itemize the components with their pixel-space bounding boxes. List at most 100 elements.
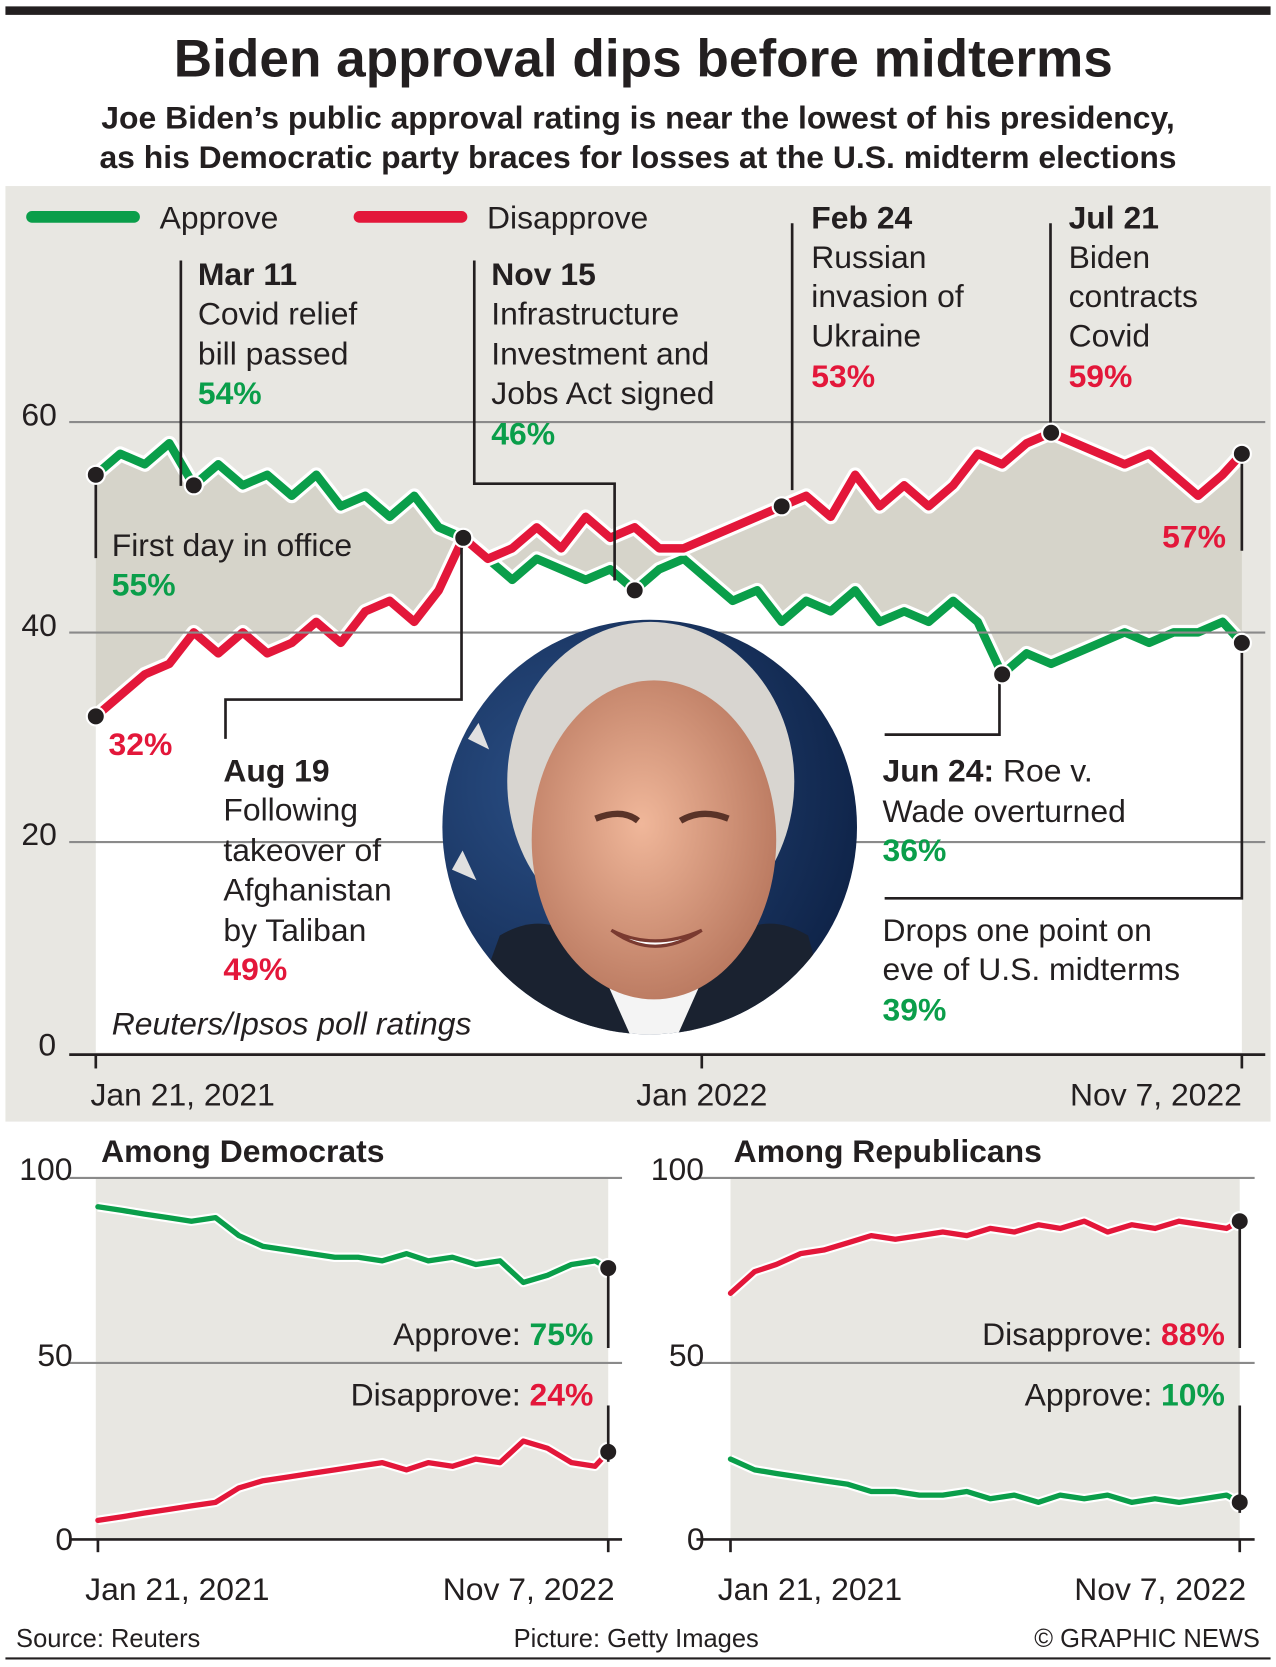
label-text: Disapprove: — [351, 1376, 530, 1412]
label-text: Disapprove: — [982, 1316, 1161, 1352]
democrats-chart: Among Democrats 100 50 0 Jan 21, 2021 No… — [19, 1133, 623, 1607]
annotation-date: Mar 11 — [198, 256, 297, 292]
chart-title: Biden approval dips before midterms — [174, 30, 1113, 89]
label-text: Approve: — [1025, 1376, 1161, 1412]
annotation-aug19: Aug 19 Following takeover of Afghanistan… — [223, 534, 463, 987]
annotation-text: Ukraine — [811, 318, 921, 354]
x-tick-label: Jan 21, 2021 — [85, 1571, 269, 1607]
annotation-date: Nov 15 — [491, 256, 596, 292]
event-marker-dot — [624, 580, 645, 601]
event-marker-dot — [453, 527, 474, 548]
label-value: 10% — [1161, 1376, 1225, 1412]
annotation-end: Drops one point on eve of U.S. midterms … — [883, 459, 1244, 1028]
annotation-first-day: First day in office 55% 32% — [94, 465, 352, 762]
annotation-value: 55% — [112, 566, 176, 602]
label-value: 24% — [530, 1376, 594, 1412]
y-tick-label: 100 — [19, 1151, 72, 1187]
annotation-nov15: Nov 15 Infrastructure Investment and Job… — [472, 256, 715, 581]
event-marker-dot — [85, 706, 106, 727]
annotation-date: Jun 24: — [883, 752, 995, 788]
source-note: Reuters/Ipsos poll ratings — [112, 1005, 472, 1041]
x-tick-label: Jan 21, 2021 — [718, 1571, 902, 1607]
annotation-text: Drops one point on — [883, 912, 1152, 948]
annotation-text: contracts — [1069, 278, 1198, 314]
top-rule — [5, 6, 1271, 15]
rep-approve-label: Approve: 10% — [1025, 1376, 1225, 1412]
event-marker-dot — [1231, 632, 1252, 653]
y-tick-label: 20 — [21, 816, 56, 852]
annotation-text: takeover of — [223, 832, 381, 868]
dem-approve-label: Approve: 75% — [393, 1316, 593, 1352]
event-marker-dot — [183, 475, 204, 496]
annotation-text: Infrastructure — [491, 295, 679, 331]
footer-picture-credit: Picture: Getty Images — [514, 1625, 759, 1653]
approve-line — [91, 439, 1247, 679]
y-tick-label: 0 — [687, 1521, 705, 1557]
event-marker-dot — [771, 496, 792, 517]
annotation-text: Biden — [1069, 239, 1151, 275]
x-tick-label: Nov 7, 2022 — [1074, 1571, 1246, 1607]
annotation-text: Wade overturned — [883, 793, 1126, 829]
footer-source: Source: Reuters — [16, 1625, 200, 1653]
footer-copyright: © GRAPHIC NEWS — [1034, 1625, 1260, 1653]
annotation-text: eve of U.S. midterms — [883, 951, 1181, 987]
event-marker-dot — [1231, 443, 1252, 464]
dem-plot-area — [95, 1202, 619, 1526]
annotation-mar11: Mar 11 Covid relief bill passed 54% — [179, 256, 358, 486]
republicans-chart: Among Republicans 100 50 0 Jan 21, 2021 … — [651, 1133, 1255, 1607]
annotation-value: 32% — [109, 726, 173, 762]
annotation-text: Jobs Act signed — [491, 375, 714, 411]
y-tick-label: 0 — [55, 1521, 73, 1557]
legend-disapprove-label: Disapprove — [487, 200, 648, 236]
svg-text:Jun 24: Roe v.: Jun 24: Roe v. — [883, 752, 1093, 788]
dem-plot-background — [95, 1177, 609, 1539]
event-dots — [85, 422, 1252, 727]
annotation-text: bill passed — [198, 336, 349, 372]
x-tick-label: Jan 2022 — [636, 1077, 767, 1113]
subtitle-line-1: Joe Biden’s public approval rating is ne… — [101, 100, 1174, 136]
annotation-value: 49% — [223, 951, 287, 987]
rep-chart-title: Among Republicans — [734, 1133, 1042, 1169]
annotation-value: 59% — [1069, 358, 1133, 394]
annotation-value: 46% — [491, 415, 555, 451]
approval-gap-band — [95, 432, 1242, 717]
y-tick-label: 100 — [651, 1151, 704, 1187]
annotation-value: 57% — [1162, 519, 1226, 555]
event-marker-dot — [1041, 422, 1062, 443]
legend-approve-label: Approve — [160, 200, 279, 236]
annotation-text: Afghanistan — [223, 871, 391, 907]
main-chart: 60 40 20 0 Jan 21, 2021 Jan 2022 Nov 7, … — [5, 186, 1271, 1122]
annotation-feb24: Feb 24 Russian invasion of Ukraine 53% — [790, 200, 964, 491]
annotation-text: First day in office — [112, 527, 352, 563]
label-value: 88% — [1161, 1316, 1225, 1352]
rep-disapprove-label: Disapprove: 88% — [982, 1316, 1225, 1352]
annotation-jun24: Jun 24: Roe v. Wade overturned 36% — [883, 671, 1126, 868]
annotation-text: Following — [223, 792, 358, 828]
dem-chart-title: Among Democrats — [101, 1133, 384, 1169]
annotation-value: 53% — [811, 358, 875, 394]
annotation-date: Feb 24 — [811, 200, 912, 236]
rep-plot-area — [727, 1211, 1250, 1513]
x-tick-label: Nov 7, 2022 — [1070, 1077, 1242, 1113]
annotation-jul21: Jul 21 Biden contracts Covid 59% — [1049, 200, 1198, 436]
event-marker-dot — [992, 664, 1013, 685]
x-tick-label: Jan 21, 2021 — [90, 1077, 274, 1113]
annotation-date: Jul 21 — [1069, 200, 1159, 236]
y-tick-label: 50 — [37, 1337, 72, 1373]
dem-disapprove-label: Disapprove: 24% — [351, 1376, 594, 1412]
annotation-value: 39% — [883, 992, 947, 1028]
annotation-text: Russian — [811, 239, 926, 275]
label-value: 75% — [530, 1316, 594, 1352]
annotation-value: 36% — [883, 832, 947, 868]
annotation-text: Roe v. — [994, 752, 1093, 788]
annotation-text: Covid relief — [198, 295, 358, 331]
annotation-text: by Taliban — [223, 912, 366, 948]
annotation-text: Covid — [1069, 318, 1151, 354]
annotation-text: invasion of — [811, 278, 964, 314]
y-tick-label: 60 — [21, 396, 56, 432]
biden-portrait-photo — [442, 619, 858, 1035]
y-tick-label: 0 — [38, 1027, 56, 1063]
y-tick-label: 40 — [21, 607, 56, 643]
annotation-value: 54% — [198, 375, 262, 411]
